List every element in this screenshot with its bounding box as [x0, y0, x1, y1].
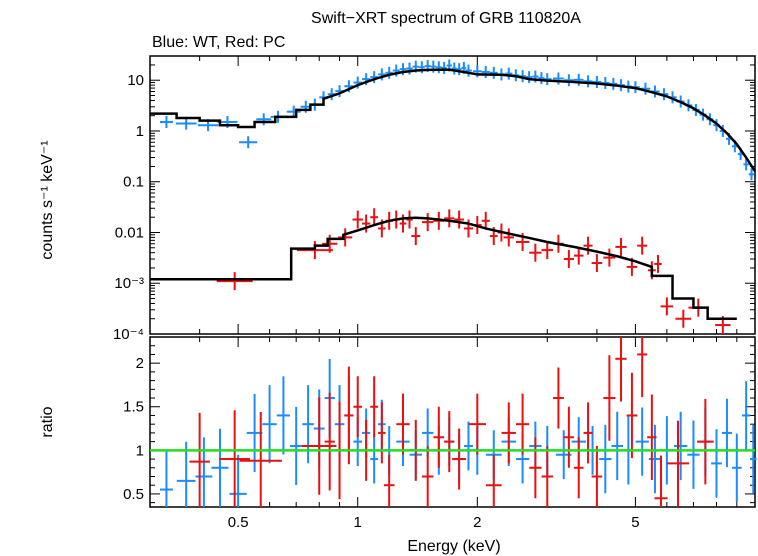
x-tick-label: 2	[473, 514, 481, 531]
ratio-ylabel: ratio	[39, 406, 56, 437]
PC-ratio-series	[189, 337, 714, 507]
y-tick-label: 1	[136, 442, 144, 459]
chart-subtitle: Blue: WT, Red: PC	[152, 34, 285, 51]
spectrum-ylabel: counts s⁻¹ keV⁻¹	[39, 140, 56, 259]
y-tick-label: 10	[127, 72, 144, 89]
y-tick-label: 0.5	[123, 486, 144, 503]
WT-series	[160, 59, 755, 181]
x-tick-label: 0.5	[228, 514, 249, 531]
y-tick-label: 2	[136, 355, 144, 372]
ratio-frame	[149, 336, 756, 508]
ratio-panel: 0.5 1 2 5 0.5 1 1.5 2	[123, 336, 757, 531]
x-tick-label: 1	[354, 514, 362, 531]
y-tick-label: 10⁻³	[114, 275, 144, 292]
WT-model-line	[150, 68, 757, 173]
y-tick-label: 1.5	[123, 399, 144, 416]
y-tick-label: 0.01	[115, 224, 144, 241]
y-tick-label: 1	[136, 123, 144, 140]
chart-title: Swift−XRT spectrum of GRB 110820A	[311, 10, 581, 27]
spectrum-frame	[149, 55, 756, 335]
spectrum-panel: 10 1 0.1 0.01 10⁻³ 10⁻⁴	[113, 55, 757, 343]
y-tick-label: 10⁻⁴	[113, 326, 144, 343]
xlabel: Energy (keV)	[407, 538, 500, 555]
x-tick-label: 5	[631, 514, 639, 531]
PC-model-line	[150, 216, 737, 320]
PC-series	[216, 208, 731, 334]
y-tick-label: 0.1	[123, 174, 144, 191]
